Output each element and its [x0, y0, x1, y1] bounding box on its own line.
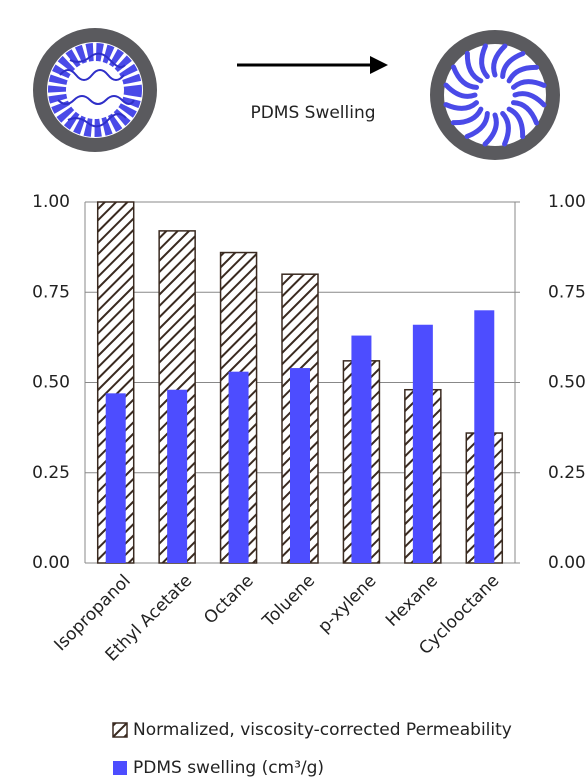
x-tick-label: p-xylene	[314, 571, 380, 637]
legend-label: Normalized, viscosity-corrected Permeabi…	[133, 720, 512, 740]
bar	[474, 310, 494, 563]
figure: PDMS Swelling 0.00 0.25 0.50 0.75 1.00 0.00 0.…	[0, 0, 587, 780]
x-tick-label: Octane	[200, 571, 257, 628]
arrow-head	[370, 56, 388, 74]
diagram-label: PDMS Swelling	[250, 103, 375, 123]
y-tick-label: 0.25	[32, 463, 70, 483]
y2-tick-label: 0.50	[548, 373, 586, 393]
bar	[351, 336, 371, 563]
y-tick-label: 0.50	[32, 373, 70, 393]
y-tick-label: 1.00	[32, 192, 70, 212]
legend-swatch	[113, 723, 127, 737]
bar	[413, 325, 433, 563]
y-tick-label: 0.75	[32, 282, 70, 302]
y2-tick-label: 0.75	[548, 282, 586, 302]
bar	[229, 372, 249, 563]
x-tick-label: Toluene	[258, 571, 319, 632]
y2-tick-label: 1.00	[548, 192, 586, 212]
x-tick-label: Hexane	[382, 571, 442, 631]
y2-tick-label: 0.25	[548, 463, 586, 483]
y-tick-label: 0.00	[32, 553, 70, 573]
legend-label: PDMS swelling (cm³/g)	[133, 758, 324, 778]
bar	[106, 393, 126, 563]
bar	[167, 390, 187, 563]
diagram: PDMS Swelling	[40, 35, 553, 153]
legend-swatch	[113, 761, 127, 775]
y2-tick-label: 0.00	[548, 553, 586, 573]
bar	[290, 368, 310, 563]
